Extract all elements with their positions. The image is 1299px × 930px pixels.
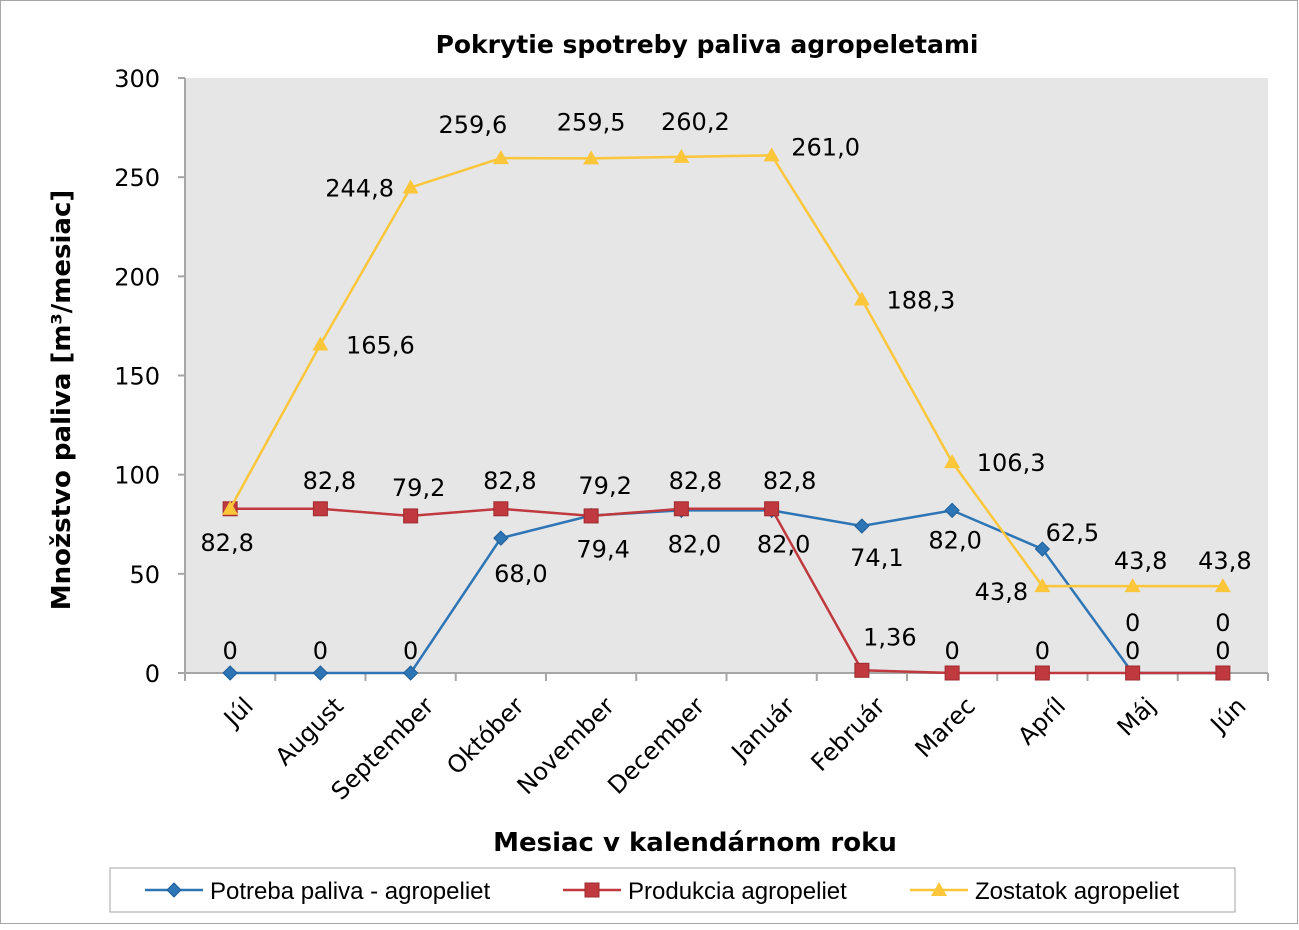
data-label: 106,3 <box>977 449 1046 477</box>
y-tick-label: 150 <box>114 363 160 391</box>
data-label: 43,8 <box>1114 547 1167 575</box>
data-point <box>764 501 780 517</box>
data-point <box>944 502 960 519</box>
data-point <box>1125 665 1141 681</box>
data-label: 82,0 <box>928 526 981 554</box>
data-label: 82,8 <box>763 467 816 495</box>
legend-marker <box>931 882 947 896</box>
data-point <box>312 336 329 351</box>
data-point <box>944 454 961 469</box>
data-label: 0 <box>1215 637 1230 665</box>
data-label: 82,0 <box>757 530 810 558</box>
legend <box>109 867 1236 913</box>
data-label: 79,2 <box>578 472 631 500</box>
y-tick-label: 200 <box>114 263 160 291</box>
legend-label: Produkcia agropeliet <box>628 878 847 905</box>
data-label: 82,8 <box>669 467 722 495</box>
data-point <box>312 501 328 517</box>
data-point <box>222 500 239 515</box>
data-point <box>854 662 870 678</box>
series-line <box>230 507 1223 675</box>
data-label: 0 <box>1125 609 1140 637</box>
data-label: 79,2 <box>392 474 445 502</box>
data-label: 1,36 <box>863 623 916 651</box>
data-point <box>1034 578 1051 593</box>
data-label: 0 <box>1035 637 1050 665</box>
data-label: 0 <box>1125 637 1140 665</box>
data-label: 82,8 <box>483 467 536 495</box>
data-point <box>312 665 329 681</box>
y-tick-label: 50 <box>129 561 160 589</box>
data-label: 82,0 <box>668 530 721 558</box>
x-axis-title: Mesiac v kalendárnom roku <box>493 828 897 858</box>
data-label: 79,4 <box>576 536 629 564</box>
data-point <box>673 501 689 517</box>
y-tick-label: 0 <box>145 660 160 688</box>
data-point <box>402 179 419 194</box>
data-label: 259,5 <box>557 108 626 136</box>
data-label: 0 <box>313 637 328 665</box>
chart-title: Pokrytie spotreby paliva agropeletami <box>436 30 979 59</box>
plot-area <box>185 78 1268 673</box>
series-2 <box>222 147 1231 593</box>
legend-marker <box>584 882 600 898</box>
data-label: 74,1 <box>850 544 903 572</box>
data-label: 260,2 <box>661 108 730 136</box>
legend-item: Zostatok agropeliet <box>910 878 1179 905</box>
data-point <box>222 665 238 681</box>
data-label: 165,6 <box>346 332 415 360</box>
data-point <box>583 508 599 524</box>
legend-marker <box>166 882 182 898</box>
data-label: 244,8 <box>325 174 394 202</box>
data-point <box>493 501 509 517</box>
data-label: 68,0 <box>494 560 547 588</box>
data-label: 0 <box>403 637 418 665</box>
data-point <box>403 508 419 524</box>
data-point <box>673 148 690 163</box>
series-line <box>230 509 1223 675</box>
data-label: 0 <box>222 637 237 665</box>
data-point <box>763 147 780 162</box>
data-label: 188,3 <box>887 287 956 315</box>
data-point <box>1215 665 1231 681</box>
legend-item: Potreba paliva - agropeliet <box>145 878 491 905</box>
data-point <box>854 518 870 534</box>
data-label: 82,8 <box>200 529 253 557</box>
data-label: 43,8 <box>975 578 1028 606</box>
data-point <box>1124 578 1141 593</box>
series-1 <box>222 501 1231 681</box>
data-point <box>402 665 419 681</box>
data-label: 0 <box>1215 609 1230 637</box>
data-point <box>492 150 509 165</box>
data-point <box>493 530 509 546</box>
data-label: 261,0 <box>791 133 860 161</box>
data-label: 82,8 <box>303 467 356 495</box>
legend-item: Produkcia agropeliet <box>563 878 847 905</box>
data-label: 0 <box>944 637 959 665</box>
data-point <box>944 665 960 681</box>
data-point <box>1034 541 1051 557</box>
data-point <box>583 150 600 165</box>
y-tick-label: 300 <box>114 65 160 93</box>
y-tick-label: 100 <box>114 462 160 490</box>
y-tick-label: 250 <box>114 164 160 192</box>
data-label: 43,8 <box>1198 547 1251 575</box>
legend-label: Zostatok agropeliet <box>975 878 1179 905</box>
data-point <box>1214 578 1231 593</box>
legend-label: Potreba paliva - agropeliet <box>210 878 491 905</box>
data-label: 259,6 <box>439 111 508 139</box>
data-point <box>1034 665 1050 681</box>
y-axis-title: Množstvo paliva [m³/mesiac] <box>47 190 77 610</box>
data-point <box>853 291 870 306</box>
data-label: 62,5 <box>1046 519 1099 547</box>
series-line <box>229 154 1223 588</box>
